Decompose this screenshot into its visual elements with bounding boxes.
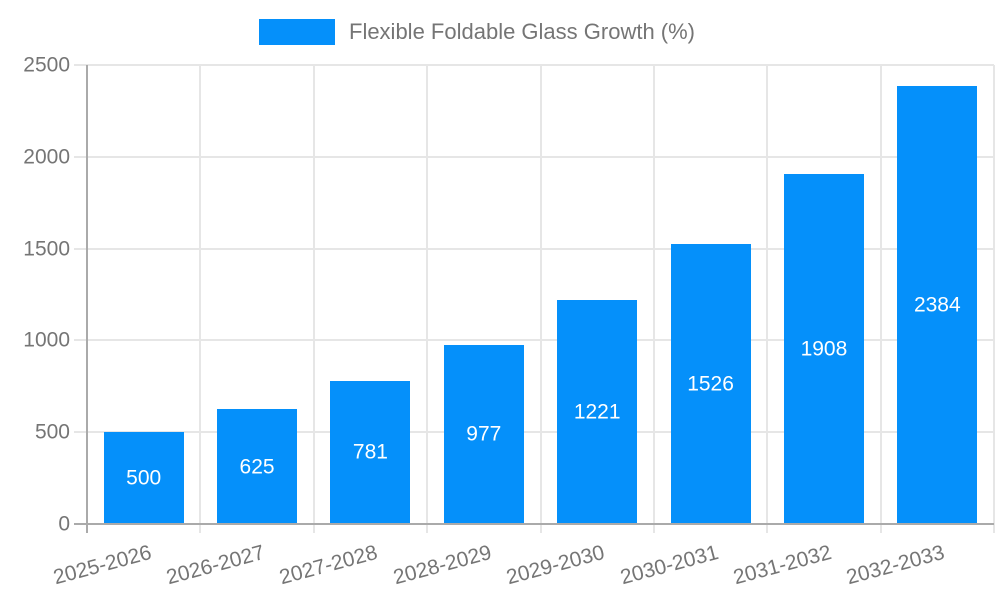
bar: 2384	[897, 86, 978, 524]
x-tick-label: 2030-2031	[617, 541, 721, 590]
bar: 625	[217, 409, 298, 524]
y-axis-line	[86, 65, 88, 533]
bar: 1908	[783, 173, 864, 524]
gridline-vertical	[879, 65, 882, 533]
bar: 500	[103, 432, 184, 524]
plot-area: 500 2025-2026 625 2026-2027 781 2027-2028 977 2…	[51, 64, 995, 589]
bar-value-label: 1526	[687, 372, 734, 396]
bar: 977	[443, 344, 524, 524]
gridline-vertical	[652, 65, 655, 533]
legend-swatch	[259, 19, 335, 45]
gridline-horizontal	[74, 247, 994, 250]
y-tick-label: 1000	[23, 328, 70, 352]
y-tick-label: 0	[58, 512, 70, 536]
x-tick-label: 2026-2027	[164, 541, 268, 590]
bar-value-label: 2384	[913, 293, 961, 317]
gridline-vertical	[199, 65, 202, 533]
gridline-vertical	[539, 65, 542, 533]
gridline-vertical	[766, 65, 769, 533]
x-tick-label: 2028-2029	[390, 541, 494, 590]
x-tick-label: 2032-2033	[844, 541, 948, 590]
gridline-vertical	[426, 65, 429, 533]
y-tick-label: 500	[34, 420, 70, 444]
gridline-vertical	[312, 65, 315, 533]
x-tick-label: 2029-2030	[504, 541, 608, 590]
bar: 1221	[557, 299, 638, 524]
bar-value-label: 781	[352, 440, 388, 464]
bar-value-label: 1221	[573, 400, 621, 424]
gridline-horizontal	[74, 339, 994, 342]
bar: 1526	[670, 243, 751, 524]
x-tick-label: 2027-2028	[277, 541, 381, 590]
gridline-horizontal	[74, 64, 994, 66]
gridline-horizontal	[74, 431, 994, 434]
y-tick-label: 1500	[23, 237, 70, 261]
x-tick-label: 2031-2032	[730, 541, 834, 590]
x-axis-line	[74, 523, 994, 525]
bar-value-label: 1908	[800, 337, 848, 361]
bar-value-label: 977	[466, 422, 502, 446]
y-axis-labels: 0 500 1000 1500 2000 2500	[0, 55, 70, 535]
gridline-horizontal	[74, 155, 994, 158]
y-tick-label: 2500	[23, 53, 70, 77]
bar: 781	[330, 380, 411, 524]
bar-value-label: 625	[239, 455, 275, 479]
y-tick-label: 2000	[23, 145, 70, 169]
bar-value-label: 500	[126, 466, 162, 490]
legend: Flexible Foldable Glass Growth (%)	[259, 19, 695, 45]
x-tick-label: 2025-2026	[50, 541, 154, 590]
gridline-vertical	[993, 65, 995, 533]
legend-label: Flexible Foldable Glass Growth (%)	[349, 19, 696, 44]
